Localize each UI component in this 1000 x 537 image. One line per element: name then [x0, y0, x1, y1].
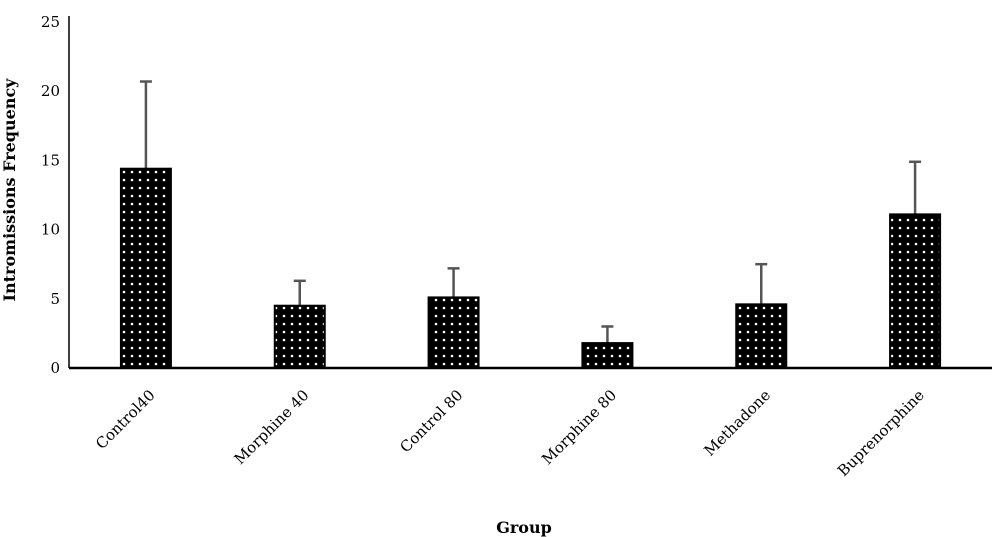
bar [427, 296, 480, 369]
x-tick-label: Morphine 80 [538, 386, 620, 468]
x-tick-label: Control 80 [396, 386, 466, 456]
y-tick-label: 5 [50, 290, 60, 308]
error-bars [139, 80, 922, 344]
y-tick-label: 15 [41, 151, 60, 169]
x-tick-label: Buprenorphine [834, 386, 928, 480]
y-tick-label: 25 [41, 13, 60, 31]
bars [119, 167, 942, 370]
x-axis-title: Group [496, 518, 552, 537]
y-tick-label: 10 [41, 221, 60, 239]
bar [273, 304, 326, 369]
x-tick-label: Morphine 40 [231, 386, 313, 468]
x-tick-label: Methadone [701, 386, 775, 460]
bar [735, 303, 788, 369]
y-axis-ticks: 0 5 10 15 20 25 [41, 13, 60, 377]
bar [581, 342, 634, 370]
x-axis-labels: Control40 Morphine 40 Control 80 Morphine 8… [92, 386, 928, 480]
bar [119, 167, 172, 369]
x-tick-label: Control40 [92, 386, 159, 453]
y-tick-label: 20 [41, 82, 60, 100]
y-tick-label: 0 [50, 359, 60, 377]
bar [889, 213, 942, 369]
y-axis-title: Intromissions Frequency [0, 78, 19, 302]
